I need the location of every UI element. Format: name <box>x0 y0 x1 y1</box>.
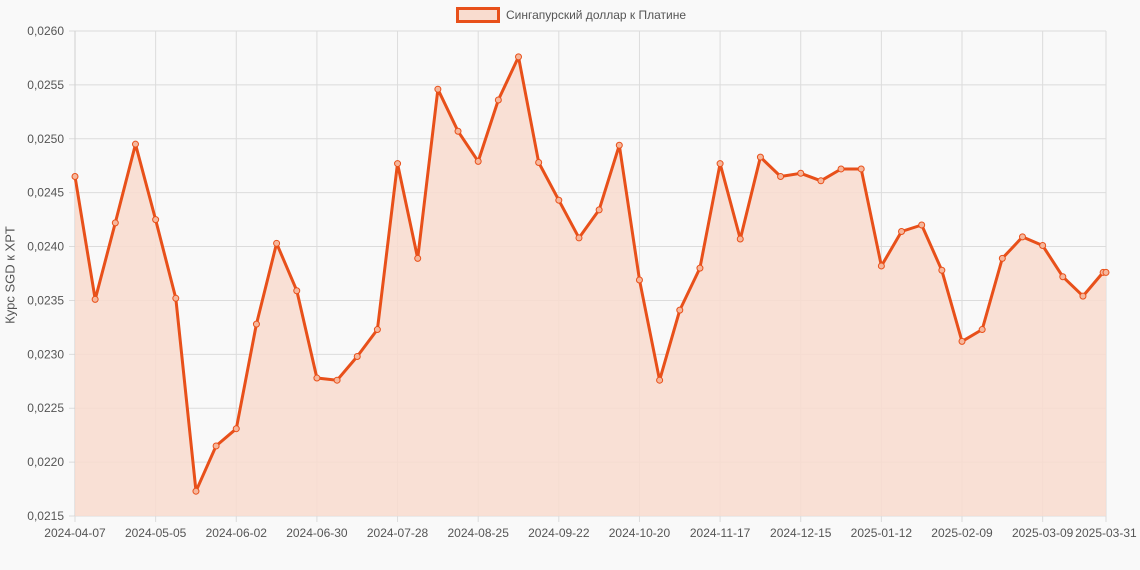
data-point[interactable] <box>394 160 402 168</box>
data-point[interactable] <box>978 326 986 334</box>
data-point[interactable] <box>1079 292 1087 300</box>
data-point[interactable] <box>918 221 926 229</box>
data-point[interactable] <box>958 337 966 345</box>
x-tick-label: 2024-07-28 <box>367 526 429 540</box>
x-tick-label: 2025-03-31 <box>1075 526 1137 540</box>
data-point[interactable] <box>353 352 361 360</box>
data-point[interactable] <box>1059 273 1067 281</box>
data-point[interactable] <box>535 158 543 166</box>
x-tick-label: 2024-06-30 <box>286 526 348 540</box>
x-tick-label: 2025-03-09 <box>1012 526 1074 540</box>
data-point[interactable] <box>817 177 825 185</box>
data-point[interactable] <box>373 326 381 334</box>
data-point[interactable] <box>777 173 785 180</box>
data-point[interactable] <box>91 295 99 303</box>
y-tick-label: 0,0225 <box>27 401 64 415</box>
x-tick-label: 2024-08-25 <box>447 526 509 540</box>
data-point[interactable] <box>716 160 724 168</box>
data-point[interactable] <box>212 442 220 450</box>
y-tick-label: 0,0220 <box>27 455 64 469</box>
data-point[interactable] <box>656 376 664 384</box>
data-point[interactable] <box>474 157 482 165</box>
data-point[interactable] <box>756 153 764 161</box>
data-point[interactable] <box>595 206 603 214</box>
data-point[interactable] <box>998 254 1006 262</box>
x-tick-label: 2025-02-09 <box>931 526 993 540</box>
y-tick-label: 0,0230 <box>27 347 64 361</box>
data-point[interactable] <box>131 140 139 148</box>
data-point[interactable] <box>192 487 200 495</box>
data-point[interactable] <box>252 320 260 328</box>
data-point[interactable] <box>837 165 845 173</box>
data-point[interactable] <box>515 53 523 61</box>
data-point[interactable] <box>898 227 906 235</box>
y-axis-label-text: Курс SGD к XPT <box>2 226 18 324</box>
y-axis-label: Курс SGD к XPT <box>3 226 18 324</box>
y-tick-label: 0,0245 <box>27 186 64 200</box>
legend[interactable]: Сингапурский доллар к Платине <box>456 6 686 24</box>
legend-swatch <box>456 7 500 23</box>
data-point[interactable] <box>333 376 341 384</box>
x-tick-label: 2025-01-12 <box>851 526 913 540</box>
data-point[interactable] <box>454 127 462 135</box>
data-point[interactable] <box>1039 241 1047 249</box>
y-tick-label: 0,0250 <box>27 132 64 146</box>
x-tick-label: 2024-06-02 <box>206 526 268 540</box>
series-points <box>71 53 1110 495</box>
x-axis-ticks: 2024-04-07 2024-05-05 2024-06-02 2024-06-30… <box>44 526 1137 540</box>
y-axis-ticks: 0,0215 0,0220 0,0225 0,0230 0,0235 0,0240 0,02… <box>27 24 64 523</box>
data-point[interactable] <box>575 234 583 242</box>
data-point[interactable] <box>152 216 160 224</box>
data-point[interactable] <box>877 262 885 270</box>
data-point[interactable] <box>635 276 643 284</box>
data-point[interactable] <box>494 96 502 104</box>
data-point[interactable] <box>71 173 79 180</box>
data-point[interactable] <box>313 374 321 382</box>
x-tick-label: 2024-04-07 <box>44 526 106 540</box>
data-point[interactable] <box>111 219 119 227</box>
data-point[interactable] <box>938 266 946 274</box>
data-point[interactable] <box>615 141 623 149</box>
data-point[interactable] <box>232 425 240 433</box>
data-point[interactable] <box>172 294 180 302</box>
data-point[interactable] <box>676 306 684 314</box>
series-area-fill <box>75 56 1106 517</box>
y-tick-label: 0,0215 <box>27 509 64 523</box>
x-tick-label: 2024-10-20 <box>609 526 671 540</box>
y-tick-label: 0,0260 <box>27 24 64 38</box>
data-point[interactable] <box>1102 268 1110 276</box>
data-point[interactable] <box>736 235 744 243</box>
data-point[interactable] <box>414 254 422 262</box>
x-tick-label: 2024-11-17 <box>690 526 751 540</box>
data-point[interactable] <box>857 165 865 173</box>
data-point[interactable] <box>696 264 704 272</box>
y-tick-label: 0,0240 <box>27 240 64 254</box>
data-point[interactable] <box>293 287 301 295</box>
legend-label: Сингапурский доллар к Платине <box>506 8 687 22</box>
data-point[interactable] <box>797 169 805 177</box>
data-point[interactable] <box>434 85 442 93</box>
y-tick-label: 0,0235 <box>27 293 64 307</box>
x-tick-label: 2024-05-05 <box>125 526 187 540</box>
data-point[interactable] <box>555 196 563 204</box>
data-point[interactable] <box>1018 233 1026 241</box>
x-tick-label: 2024-12-15 <box>770 526 832 540</box>
x-tick-label: 2024-09-22 <box>528 526 590 540</box>
data-point[interactable] <box>273 239 281 247</box>
y-tick-label: 0,0255 <box>27 78 64 92</box>
